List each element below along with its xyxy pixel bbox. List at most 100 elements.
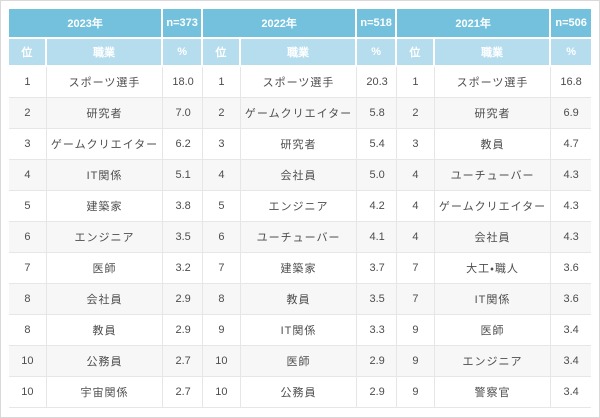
occupation-cell: 会社員	[241, 160, 358, 190]
table-row: 10 宇宙関係 2.7	[9, 377, 203, 408]
percent-cell: 3.4	[563, 324, 579, 336]
percent-cell: 4.3	[563, 231, 579, 243]
occupation-cell: ゲームクリエイター	[241, 98, 358, 128]
percent-cell: 2.9	[369, 386, 385, 398]
table-row: 10 医師 2.9	[203, 346, 397, 377]
percent-cell: 3.8	[175, 200, 191, 212]
percent-column-header: %	[163, 39, 203, 65]
occupation-ranking-table: 2023年 n=373 位 職業 % 1 スポーツ選手 18.0 2 研究者 7…	[9, 9, 591, 408]
percent-cell: 4.7	[563, 138, 579, 150]
table-row: 4 IT関係 5.1	[9, 160, 203, 191]
table-row: 5 建築家 3.8	[9, 191, 203, 222]
percent-cell: 6.2	[175, 138, 191, 150]
table-row: 4 会社員 4.3	[397, 222, 591, 253]
occupation-cell: 建築家	[47, 191, 164, 221]
occupation-cell: エンジニア	[47, 222, 164, 252]
table-row: 7 医師 3.2	[9, 253, 203, 284]
table-row: 6 エンジニア 3.5	[9, 222, 203, 253]
table-row: 3 ゲームクリエイター 6.2	[9, 129, 203, 160]
percent-cell: 3.5	[369, 293, 385, 305]
percent-cell: 5.8	[369, 107, 385, 119]
occupation-cell: ゲームクリエイター	[435, 191, 552, 221]
table-row: 8 教員 2.9	[9, 315, 203, 346]
occupation-cell: ゲームクリエイター	[47, 129, 164, 159]
rank-cell: 10	[203, 346, 241, 376]
percent-cell: 2.9	[369, 355, 385, 367]
occupation-cell: 警察官	[435, 377, 552, 407]
occupation-cell: スポーツ選手	[47, 67, 164, 97]
column-header-row: 位 職業 %	[203, 39, 397, 65]
percent-cell: 3.6	[563, 262, 579, 274]
rank-column-header: 位	[203, 39, 241, 65]
table-row: 1 スポーツ選手 16.8	[397, 67, 591, 98]
table-row: 3 教員 4.7	[397, 129, 591, 160]
table-row: 9 IT関係 3.3	[203, 315, 397, 346]
rank-cell: 7	[203, 253, 241, 283]
occupation-cell: 教員	[435, 129, 552, 159]
occupation-cell: IT関係	[435, 284, 552, 314]
table-body: 1 スポーツ選手 18.0 2 研究者 7.0 3 ゲームクリエイター 6.2 …	[9, 67, 203, 408]
occupation-cell: エンジニア	[241, 191, 358, 221]
rank-cell: 2	[9, 98, 47, 128]
sample-size-label: n=506	[551, 9, 591, 37]
rank-cell: 10	[9, 346, 47, 376]
table-row: 1 スポーツ選手 18.0	[9, 67, 203, 98]
table-row: 9 医師 3.4	[397, 315, 591, 346]
table-row: 8 教員 3.5	[203, 284, 397, 315]
occupation-cell: ユーチューバー	[435, 160, 552, 190]
occupation-cell: 医師	[435, 315, 552, 345]
rank-cell: 9	[397, 346, 435, 376]
rank-cell: 3	[397, 129, 435, 159]
rank-cell: 3	[9, 129, 47, 159]
year-group: 2023年 n=373 位 職業 % 1 スポーツ選手 18.0 2 研究者 7…	[9, 9, 203, 408]
occupation-cell: ユーチューバー	[241, 222, 358, 252]
occupation-cell: 建築家	[241, 253, 358, 283]
percent-cell: 3.2	[175, 262, 191, 274]
year-header: 2023年	[9, 9, 164, 37]
rank-cell: 8	[9, 315, 47, 345]
percent-cell: 20.3	[366, 76, 388, 88]
year-header-row: 2022年 n=518	[203, 9, 397, 37]
occupation-cell: IT関係	[241, 315, 358, 345]
rank-cell: 6	[203, 222, 241, 252]
occupation-cell: 教員	[47, 315, 164, 345]
percent-cell: 4.2	[369, 200, 385, 212]
percent-cell: 2.9	[175, 293, 191, 305]
sample-size-label: n=373	[163, 9, 203, 37]
rank-cell: 4	[397, 191, 435, 221]
rank-cell: 1	[397, 67, 435, 97]
occupation-cell: 研究者	[435, 98, 552, 128]
year-group: 2022年 n=518 位 職業 % 1 スポーツ選手 20.3 2 ゲームクリ…	[202, 9, 397, 408]
percent-cell: 4.3	[563, 169, 579, 181]
percent-cell: 2.7	[175, 386, 191, 398]
percent-cell: 3.4	[563, 355, 579, 367]
year-header: 2022年	[203, 9, 358, 37]
rank-cell: 2	[397, 98, 435, 128]
percent-cell: 18.0	[172, 76, 194, 88]
rank-cell: 10	[9, 377, 47, 407]
year-group: 2021年 n=506 位 職業 % 1 スポーツ選手 16.8 2 研究者 6…	[396, 9, 591, 408]
table-row: 8 会社員 2.9	[9, 284, 203, 315]
occupation-cell: 研究者	[241, 129, 358, 159]
percent-cell: 6.9	[563, 107, 579, 119]
rank-cell: 9	[397, 315, 435, 345]
percent-cell: 3.5	[175, 231, 191, 243]
occupation-cell: 公務員	[241, 377, 358, 407]
percent-cell: 3.7	[369, 262, 385, 274]
occupation-cell: スポーツ選手	[435, 67, 552, 97]
rank-cell: 10	[203, 377, 241, 407]
table-body: 1 スポーツ選手 20.3 2 ゲームクリエイター 5.8 3 研究者 5.4 …	[202, 67, 397, 408]
table-row: 7 大工・職人 3.6	[397, 253, 591, 284]
table-row: 3 研究者 5.4	[203, 129, 397, 160]
table-row: 10 公務員 2.9	[203, 377, 397, 408]
rank-cell: 4	[203, 160, 241, 190]
table-row: 5 エンジニア 4.2	[203, 191, 397, 222]
occupation-cell: 医師	[241, 346, 358, 376]
occupation-cell: エンジニア	[435, 346, 552, 376]
percent-cell: 3.4	[563, 386, 579, 398]
occupation-cell: 会社員	[47, 284, 164, 314]
occupation-cell: 研究者	[47, 98, 164, 128]
table-row: 10 公務員 2.7	[9, 346, 203, 377]
percent-cell: 2.7	[175, 355, 191, 367]
rank-cell: 5	[9, 191, 47, 221]
